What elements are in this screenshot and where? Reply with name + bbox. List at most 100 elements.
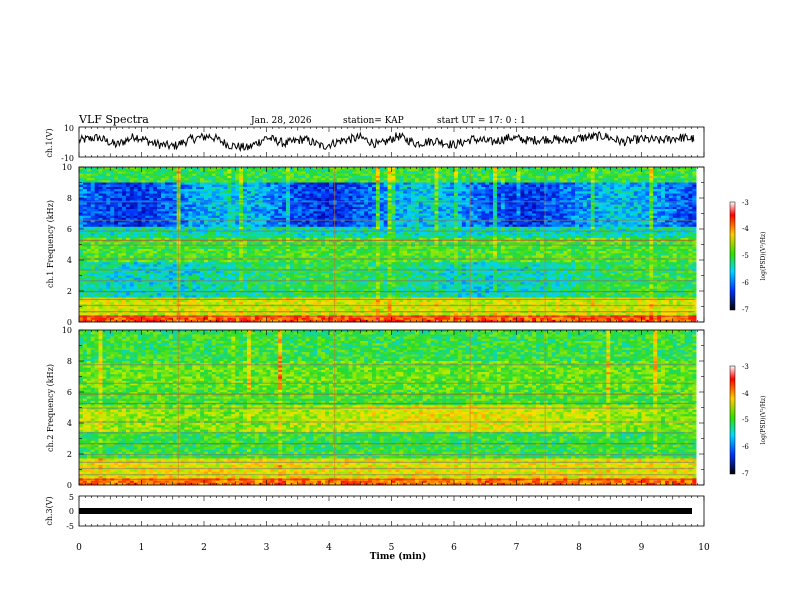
spectrogram-cell: [664, 229, 670, 232]
spectrogram-cell: [430, 184, 435, 188]
spectrogram-cell: [407, 193, 412, 197]
spectrogram-cell: [387, 215, 392, 219]
spectrogram-cell: [672, 191, 677, 194]
spectrogram-cell: [579, 206, 584, 210]
spectrogram-cell: [477, 198, 482, 201]
spectrogram-cell: [305, 209, 310, 212]
spectrogram-cell: [555, 231, 560, 234]
spectrogram-cell: [98, 189, 103, 192]
spectrogram-cell: [262, 191, 267, 194]
spectrogram-cell: [594, 202, 599, 205]
spectrogram-cell: [239, 195, 244, 199]
spectrogram-cell: [110, 198, 115, 201]
spectrogram-cell: [239, 229, 244, 232]
spectrogram-cell: [399, 209, 404, 212]
spectrogram-cell: [254, 217, 259, 221]
spectrogram-cell: [571, 217, 576, 221]
spectrogram-cell: [309, 169, 314, 172]
spectrogram-cell: [411, 182, 416, 186]
spectrogram-cell: [657, 220, 662, 223]
spectrogram-cell: [266, 206, 271, 210]
spectrogram-cell: [414, 224, 420, 228]
spectrogram-cell: [520, 222, 525, 225]
spectrogram-cell: [512, 211, 517, 214]
spectrogram-cell: [309, 231, 314, 234]
spectrogram-cell: [661, 226, 666, 230]
spectrogram-cell: [188, 229, 193, 232]
spectrogram-cell: [661, 184, 666, 188]
spectrogram-cell: [403, 182, 408, 186]
spectrogram-cell: [489, 186, 494, 190]
spectrogram-cell: [688, 171, 693, 174]
spectrogram-cell: [180, 204, 185, 208]
spectrogram-cell: [161, 175, 166, 179]
spectrogram-cell: [184, 206, 189, 210]
spectrogram-cell: [418, 178, 424, 181]
spectrogram-cell: [188, 209, 193, 212]
spectrogram-cell: [164, 173, 170, 177]
spectrogram-cell: [145, 213, 150, 217]
spectrogram-cell: [633, 184, 638, 188]
spectrogram-cell: [399, 171, 404, 174]
spectrogram-cell: [555, 224, 560, 228]
spectrogram-cell: [239, 222, 244, 225]
spectrogram-cell: [145, 202, 150, 205]
spectrogram-cell: [461, 206, 467, 210]
spectrogram-cell: [450, 211, 455, 214]
spectrogram-cell: [168, 191, 174, 194]
spectrogram-cell: [469, 182, 474, 186]
spectrogram-cell: [500, 220, 506, 223]
spectrogram-cell: [450, 173, 455, 177]
spectrogram-cell: [524, 189, 529, 192]
spectrogram-cell: [262, 217, 267, 221]
spectrogram-cell: [360, 189, 365, 192]
spectrogram-cell: [500, 209, 506, 212]
spectrogram-cell: [684, 198, 689, 201]
spectrogram-cell: [621, 182, 627, 186]
spectrogram-cell: [161, 178, 166, 181]
spectrogram-cell: [356, 189, 361, 192]
spectrogram-cell: [231, 233, 236, 236]
spectrogram-cell: [118, 226, 123, 230]
spectrogram-cell: [383, 198, 388, 201]
spectrogram-cell: [586, 182, 592, 186]
spectrogram-cell: [250, 180, 256, 183]
spectrogram-cell: [594, 195, 599, 199]
spectrogram-cell: [215, 206, 220, 210]
spectrogram-cell: [141, 220, 146, 223]
spectrogram-cell: [145, 220, 150, 223]
spectrogram-cell: [403, 186, 408, 190]
spectrogram-cell: [610, 184, 615, 188]
spectrogram-cell: [637, 209, 642, 212]
spectrogram-cell: [411, 167, 416, 170]
spectrogram-cell: [340, 213, 345, 217]
spectrogram-cell: [645, 222, 650, 225]
spectrogram-cell: [567, 193, 572, 197]
spectrogram-cell: [539, 231, 545, 234]
spectrogram-cell: [137, 206, 142, 210]
spectrogram-cell: [79, 206, 84, 210]
spectrogram-cell: [383, 186, 388, 190]
spectrogram-cell: [668, 220, 674, 223]
spectrogram-cell: [653, 191, 658, 194]
spectrogram-cell: [309, 222, 314, 225]
spectrogram-cell: [688, 191, 693, 194]
spectrogram-cell: [594, 171, 599, 174]
spectrogram-cell: [180, 226, 185, 230]
spectrogram-cell: [153, 226, 158, 230]
spectrogram-cell: [114, 193, 119, 197]
spectrogram-cell: [575, 198, 580, 201]
spectrogram-cell: [676, 173, 681, 177]
spectrogram-cell: [504, 226, 509, 230]
spectrogram-cell: [539, 171, 545, 174]
spectrogram-cell: [239, 206, 244, 210]
spectrogram-cell: [539, 169, 545, 172]
spectrogram-cell: [489, 209, 494, 212]
spectrogram-cell: [219, 206, 224, 210]
spectrogram-cell: [364, 211, 369, 214]
spectrogram-cell: [579, 193, 584, 197]
spectrogram-cell: [692, 229, 697, 232]
spectrogram-cell: [442, 224, 447, 228]
spectrogram-cell: [422, 226, 427, 230]
spectrogram-cell: [110, 178, 115, 181]
